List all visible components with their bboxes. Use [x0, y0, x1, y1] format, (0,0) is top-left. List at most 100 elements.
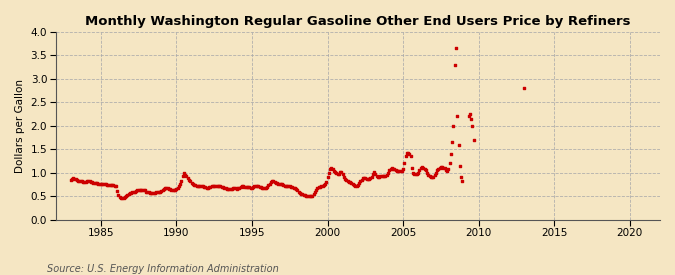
Point [66, 177, 77, 181]
Point [293, 189, 304, 194]
Point [150, 191, 161, 195]
Point [72, 178, 82, 182]
Point [389, 167, 400, 172]
Point [99, 182, 110, 187]
Point [405, 154, 416, 158]
Point [128, 190, 139, 194]
Point [202, 186, 213, 190]
Point [414, 168, 425, 172]
Point [157, 188, 168, 192]
Point [220, 186, 231, 190]
Point [80, 180, 91, 184]
Point [179, 170, 190, 175]
Point [122, 193, 133, 197]
Point [160, 186, 171, 190]
Point [186, 180, 197, 185]
Point [398, 167, 408, 171]
Point [441, 168, 452, 173]
Point [399, 161, 410, 166]
Point [119, 195, 130, 199]
Point [355, 179, 366, 183]
Point [286, 185, 296, 189]
Point [425, 175, 436, 179]
Point [213, 184, 223, 189]
Point [133, 188, 144, 192]
Point [381, 173, 392, 177]
Point [195, 184, 206, 188]
Point [308, 192, 319, 197]
Point [265, 180, 276, 184]
Point [69, 177, 80, 181]
Point [315, 185, 325, 189]
Point [191, 184, 202, 188]
Point [130, 189, 140, 194]
Point [190, 183, 200, 188]
Point [104, 183, 115, 187]
Point [176, 178, 187, 183]
Point [300, 193, 310, 197]
Point [421, 168, 431, 173]
Point [351, 184, 362, 189]
Point [284, 184, 295, 189]
Point [250, 184, 261, 188]
Point [238, 184, 248, 189]
Point [84, 179, 95, 183]
Point [242, 185, 252, 189]
Point [338, 175, 349, 179]
Point [105, 183, 116, 187]
Point [194, 184, 205, 188]
Point [319, 183, 329, 188]
Point [463, 114, 474, 119]
Point [329, 170, 340, 174]
Point [171, 186, 182, 191]
Point [288, 186, 299, 190]
Point [82, 179, 92, 183]
Point [102, 183, 113, 187]
Point [360, 176, 371, 181]
Point [239, 185, 250, 189]
Point [437, 165, 448, 169]
Point [312, 186, 323, 190]
Point [385, 166, 396, 171]
Point [387, 166, 398, 171]
Point [117, 196, 128, 200]
Point [211, 184, 222, 189]
Point [419, 166, 430, 171]
Point [383, 171, 394, 175]
Point [236, 184, 247, 189]
Point [292, 188, 302, 192]
Point [114, 194, 125, 199]
Point [441, 169, 452, 174]
Point [143, 190, 154, 195]
Point [396, 169, 407, 173]
Point [273, 181, 284, 186]
Point [89, 180, 100, 185]
Point [356, 178, 367, 182]
Point [226, 186, 237, 191]
Point [97, 182, 107, 186]
Point [341, 178, 352, 182]
Point [367, 172, 378, 176]
Point [198, 184, 209, 189]
Point [272, 181, 283, 185]
Point [207, 184, 218, 189]
Point [153, 190, 164, 194]
Point [402, 151, 412, 156]
Point [438, 165, 449, 170]
Point [224, 186, 235, 191]
Point [375, 174, 386, 179]
Point [79, 180, 90, 184]
Point [291, 186, 302, 191]
Point [464, 112, 475, 116]
Point [90, 180, 101, 185]
Point [282, 184, 293, 188]
Point [95, 182, 105, 186]
Point [131, 188, 142, 193]
Point [283, 184, 294, 188]
Point [307, 194, 318, 198]
Point [400, 154, 411, 158]
Y-axis label: Dollars per Gallon: Dollars per Gallon [15, 79, 25, 173]
Point [361, 177, 372, 181]
Point [269, 180, 280, 184]
Point [243, 185, 254, 189]
